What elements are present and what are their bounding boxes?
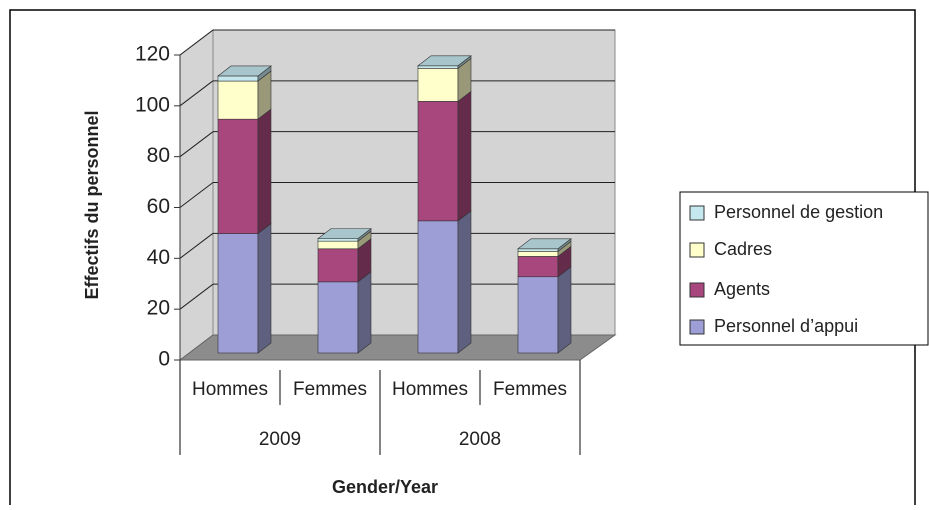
grid-line: [179, 283, 214, 310]
legend-label: Personnel de gestion: [714, 202, 883, 222]
bar-side: [257, 108, 272, 235]
group-label: 2009: [259, 429, 301, 450]
x-tick-label: Hommes: [392, 379, 468, 400]
bar-segment: [217, 118, 259, 234]
bar-side: [357, 271, 372, 354]
bar-side: [257, 222, 272, 354]
bar-segment: [317, 240, 359, 250]
legend: [679, 191, 929, 346]
legend-label: Agents: [714, 279, 770, 299]
bar-segment: [417, 220, 459, 354]
bar-segment: [417, 101, 459, 222]
bar-side: [457, 90, 472, 222]
legend-label: Personnel d’appui: [714, 316, 858, 336]
y-tick-label: 100: [135, 93, 170, 116]
x-tick-label: Hommes: [192, 379, 268, 400]
bar-segment: [317, 238, 359, 242]
y-tick-label: 40: [147, 246, 170, 269]
bar-side: [557, 266, 572, 354]
bar-segment: [417, 65, 459, 69]
bar-segment: [217, 233, 259, 354]
bar-segment: [317, 248, 359, 283]
bar-side: [457, 210, 472, 354]
bar-top: [517, 238, 572, 250]
legend-swatch: [689, 282, 705, 298]
legend-swatch: [689, 205, 705, 221]
bar-top: [217, 65, 272, 77]
x-tick-label: Femmes: [493, 379, 567, 400]
grid-line: [179, 80, 214, 107]
bar-top: [417, 55, 472, 67]
legend-swatch: [689, 319, 705, 335]
bar-segment: [317, 281, 359, 354]
bar-segment: [417, 68, 459, 102]
grid-line: [179, 232, 214, 259]
legend-label: Cadres: [714, 239, 772, 259]
grid-line: [179, 29, 214, 56]
x-axis-title: Gender/Year: [332, 477, 438, 497]
bar-segment: [517, 256, 559, 278]
y-tick-label: 120: [135, 43, 170, 66]
bar-segment: [517, 276, 559, 354]
bar-segment: [517, 251, 559, 257]
bar-segment: [517, 248, 559, 252]
bar-segment: [217, 75, 259, 82]
bar-top: [317, 228, 372, 239]
legend-swatch: [689, 242, 705, 258]
y-tick-label: 80: [147, 144, 170, 167]
y-axis-title: Effectifs du personnel: [82, 110, 102, 299]
grid-line: [179, 182, 214, 208]
y-tick-label: 20: [147, 297, 170, 320]
y-tick-label: 0: [158, 348, 170, 371]
grid-line: [179, 131, 214, 158]
floor: [178, 334, 617, 361]
x-tick-label: Femmes: [293, 379, 367, 400]
category-dividers: [179, 360, 581, 455]
y-tick-label: 60: [147, 195, 170, 218]
group-label: 2008: [459, 429, 501, 450]
bar-segment: [217, 80, 259, 120]
